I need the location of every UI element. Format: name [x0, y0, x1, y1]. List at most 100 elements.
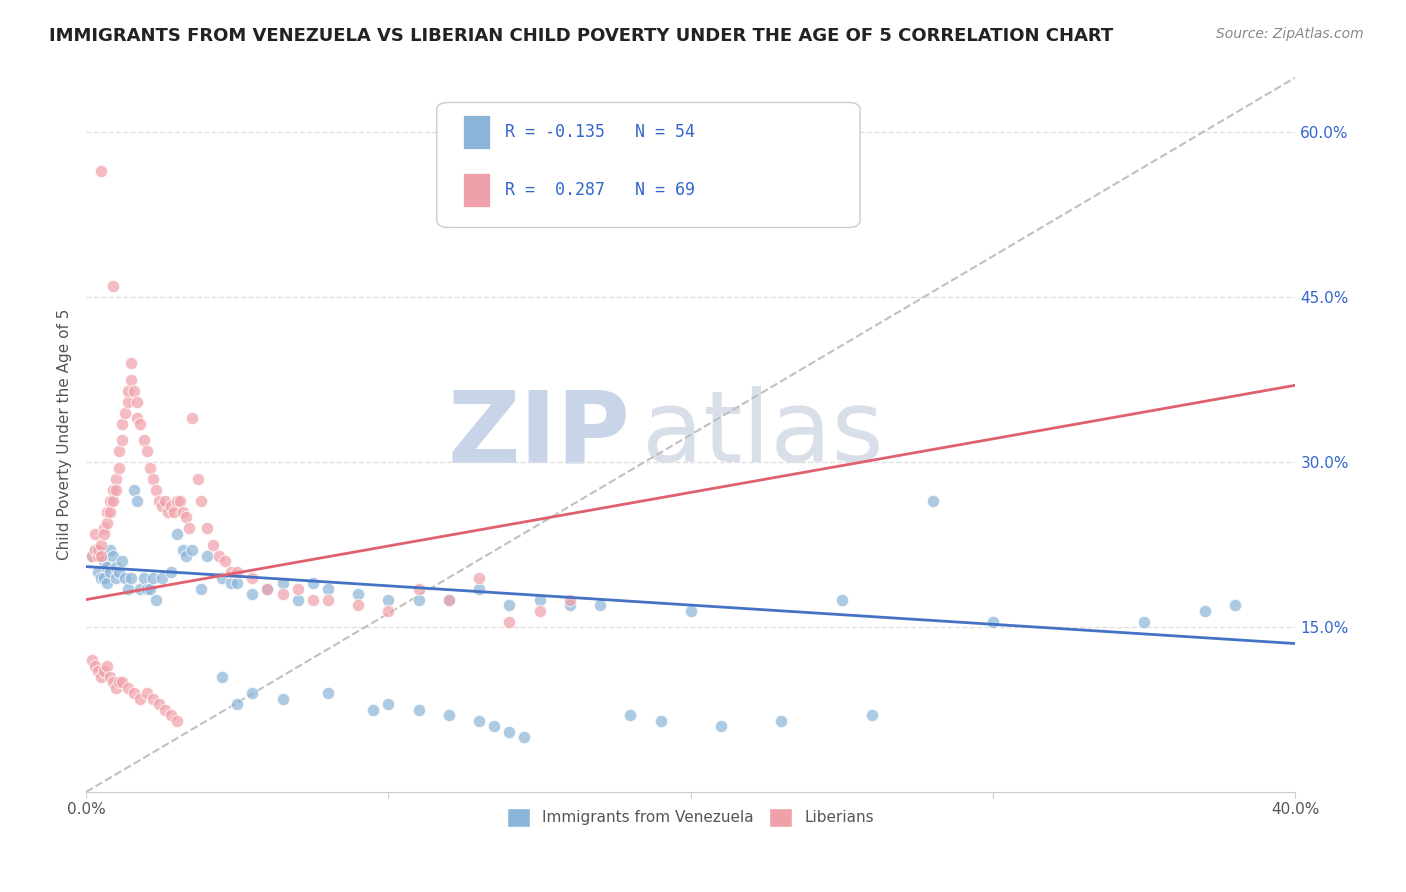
Point	[195, 521, 218, 535]
Point	[103, 549, 125, 563]
Point	[135, 582, 157, 596]
Point	[153, 493, 176, 508]
Point	[1133, 615, 1156, 629]
Point	[187, 472, 209, 486]
Point	[558, 598, 581, 612]
Point	[127, 394, 149, 409]
Point	[214, 554, 236, 568]
Point	[211, 571, 233, 585]
Point	[105, 483, 128, 497]
Point	[96, 559, 118, 574]
Point	[513, 730, 536, 744]
FancyBboxPatch shape	[464, 114, 491, 149]
Point	[124, 686, 146, 700]
Point	[437, 592, 460, 607]
Legend: Immigrants from Venezuela, Liberians: Immigrants from Venezuela, Liberians	[499, 800, 882, 834]
Point	[256, 582, 278, 596]
Point	[129, 691, 152, 706]
Point	[156, 505, 179, 519]
Point	[148, 697, 170, 711]
Point	[87, 543, 110, 558]
Text: R = -0.135   N = 54: R = -0.135 N = 54	[505, 123, 695, 141]
Point	[589, 598, 612, 612]
Text: ZIP: ZIP	[447, 386, 630, 483]
Point	[82, 549, 104, 563]
Point	[219, 576, 242, 591]
Point	[120, 571, 142, 585]
Point	[159, 708, 181, 723]
Point	[190, 493, 212, 508]
Point	[142, 571, 165, 585]
Point	[84, 658, 107, 673]
Point	[108, 675, 131, 690]
Point	[166, 526, 188, 541]
Point	[316, 582, 339, 596]
Point	[93, 571, 115, 585]
Point	[153, 702, 176, 716]
Point	[770, 714, 793, 728]
Point	[111, 675, 134, 690]
Point	[90, 538, 112, 552]
Point	[202, 538, 225, 552]
Point	[105, 681, 128, 695]
Point	[120, 356, 142, 370]
Point	[981, 615, 1004, 629]
Point	[529, 592, 551, 607]
Point	[301, 576, 323, 591]
Point	[103, 675, 125, 690]
Point	[90, 549, 112, 563]
Text: Source: ZipAtlas.com: Source: ZipAtlas.com	[1216, 27, 1364, 41]
Point	[271, 576, 294, 591]
Point	[127, 411, 149, 425]
Point	[103, 279, 125, 293]
Point	[127, 493, 149, 508]
Point	[132, 571, 155, 585]
Point	[316, 686, 339, 700]
Point	[169, 493, 191, 508]
Point	[148, 493, 170, 508]
Point	[468, 582, 491, 596]
Point	[195, 549, 218, 563]
Point	[129, 417, 152, 431]
Point	[377, 592, 399, 607]
Point	[172, 505, 194, 519]
FancyBboxPatch shape	[437, 103, 860, 227]
Point	[90, 164, 112, 178]
Point	[710, 719, 733, 733]
Point	[138, 460, 160, 475]
Point	[240, 686, 263, 700]
Point	[111, 433, 134, 447]
Point	[135, 686, 157, 700]
Point	[529, 604, 551, 618]
Point	[84, 543, 107, 558]
Point	[498, 598, 520, 612]
Point	[93, 521, 115, 535]
Point	[105, 571, 128, 585]
Point	[82, 549, 104, 563]
Point	[111, 554, 134, 568]
Point	[135, 444, 157, 458]
Point	[211, 669, 233, 683]
Point	[831, 592, 853, 607]
Point	[96, 505, 118, 519]
Point	[124, 384, 146, 398]
Point	[93, 526, 115, 541]
Point	[105, 559, 128, 574]
Point	[96, 658, 118, 673]
Point	[860, 708, 883, 723]
Point	[90, 571, 112, 585]
Point	[93, 554, 115, 568]
Point	[90, 549, 112, 563]
Point	[87, 565, 110, 579]
Point	[287, 592, 309, 607]
Point	[558, 592, 581, 607]
Point	[408, 702, 430, 716]
Point	[363, 702, 385, 716]
Point	[498, 615, 520, 629]
Point	[437, 708, 460, 723]
Point	[117, 582, 139, 596]
Point	[82, 653, 104, 667]
Point	[84, 526, 107, 541]
Point	[177, 521, 200, 535]
Y-axis label: Child Poverty Under the Age of 5: Child Poverty Under the Age of 5	[58, 309, 72, 560]
